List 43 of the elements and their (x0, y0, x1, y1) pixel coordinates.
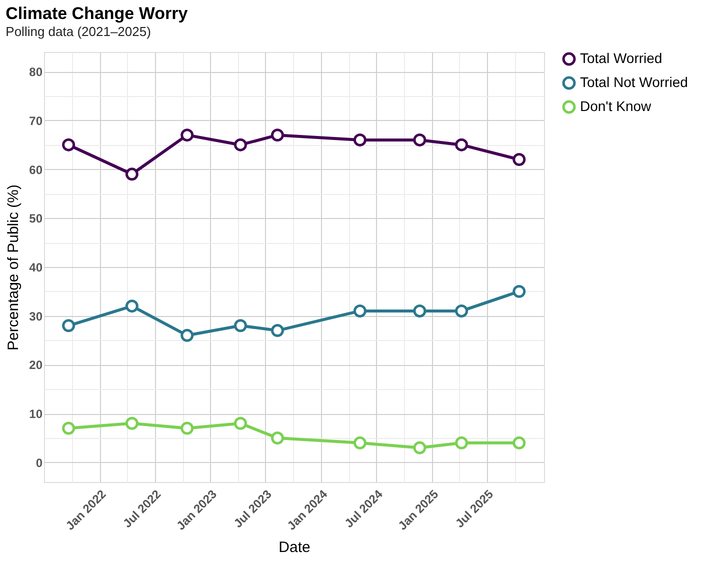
point (512, 284, 526, 298)
point (413, 133, 426, 146)
y-tick-label: 70 (29, 114, 43, 128)
x-axis-title: Date (278, 539, 310, 556)
legend-label: Don't Know (580, 98, 652, 114)
point (455, 304, 468, 318)
y-tick-label: 40 (29, 260, 43, 274)
chart-title: Climate Change Worry (6, 4, 188, 23)
point (413, 441, 426, 454)
point (234, 138, 247, 152)
point (125, 168, 138, 181)
point (270, 432, 284, 445)
point (413, 304, 426, 318)
y-axis-title: Percentage of Public (%) (5, 184, 22, 350)
y-tick-label: 20 (29, 358, 43, 372)
point (180, 328, 194, 342)
point (234, 319, 247, 332)
point (180, 128, 194, 142)
point (234, 416, 247, 430)
chart-subtitle: Polling data (2021–2025) (6, 24, 151, 39)
point (455, 436, 468, 450)
point (125, 416, 138, 430)
point (180, 422, 194, 435)
point (512, 153, 526, 166)
y-tick-label: 0 (36, 456, 43, 470)
point (62, 319, 76, 332)
y-tick-label: 10 (29, 407, 43, 422)
point (270, 324, 284, 338)
point (455, 138, 468, 152)
y-tick-label: 80 (29, 65, 43, 80)
legend-label: Total Worried (580, 50, 662, 66)
y-tick-label: 50 (29, 212, 43, 226)
y-tick-label: 60 (29, 162, 43, 177)
point (62, 138, 76, 152)
point (62, 422, 76, 435)
point (353, 133, 366, 146)
point (353, 304, 366, 318)
y-tick-label: 30 (29, 309, 43, 324)
point (353, 436, 366, 450)
point (270, 128, 284, 142)
legend-label: Total Not Worried (580, 74, 688, 90)
point (125, 300, 138, 313)
point (512, 436, 526, 450)
